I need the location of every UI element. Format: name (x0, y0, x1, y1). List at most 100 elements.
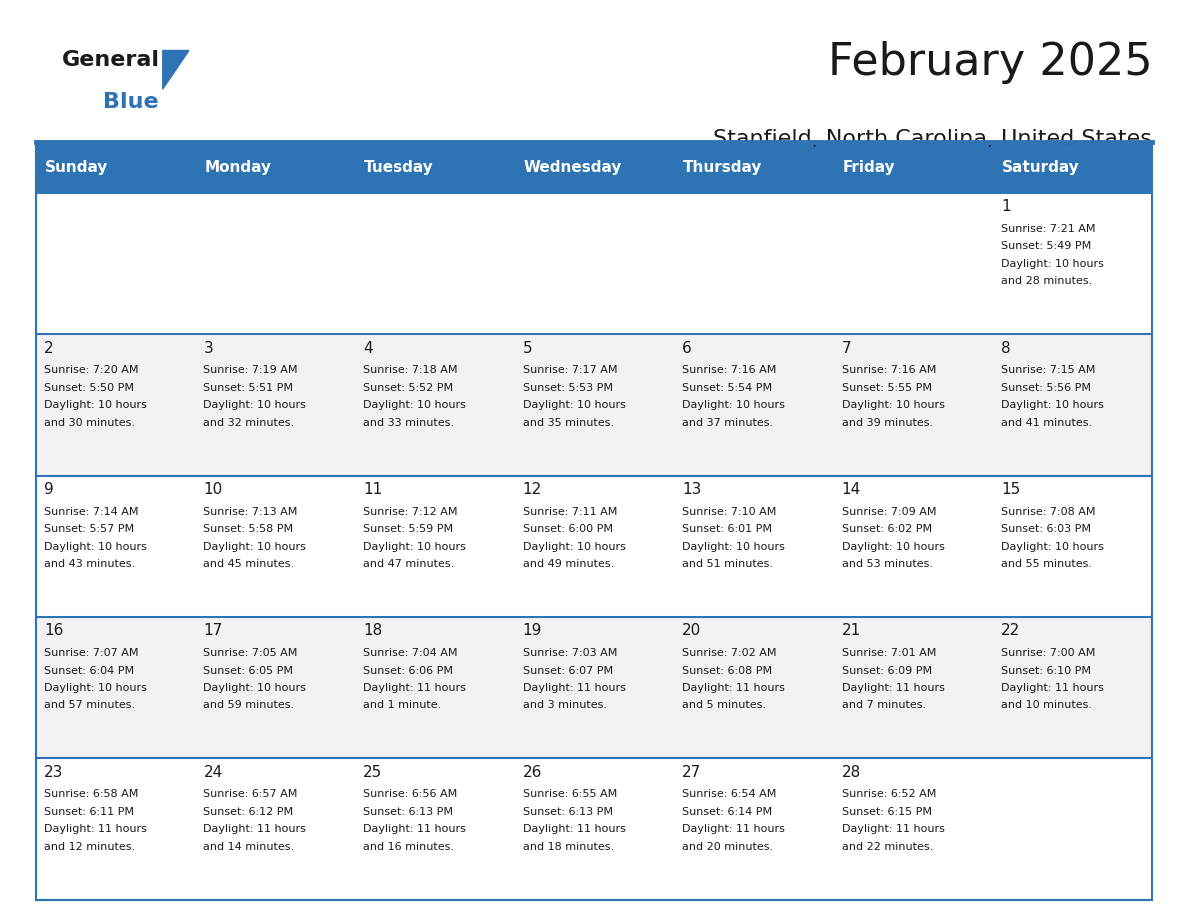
Text: Sunrise: 6:56 AM: Sunrise: 6:56 AM (364, 789, 457, 800)
Text: and 16 minutes.: and 16 minutes. (364, 842, 454, 852)
Text: and 3 minutes.: and 3 minutes. (523, 700, 607, 711)
Text: Sunrise: 7:00 AM: Sunrise: 7:00 AM (1001, 648, 1095, 658)
Bar (833, 617, 993, 758)
Text: Sunset: 5:51 PM: Sunset: 5:51 PM (203, 383, 293, 393)
Bar (833, 193, 993, 334)
Text: Daylight: 11 hours: Daylight: 11 hours (44, 824, 147, 834)
Text: Tuesday: Tuesday (365, 160, 434, 175)
Text: Stanfield, North Carolina, United States: Stanfield, North Carolina, United States (714, 129, 1152, 149)
Text: Sunset: 6:08 PM: Sunset: 6:08 PM (682, 666, 772, 676)
Text: and 1 minute.: and 1 minute. (364, 700, 441, 711)
Text: February 2025: February 2025 (828, 41, 1152, 84)
Bar (993, 193, 1152, 334)
Text: Sunset: 5:59 PM: Sunset: 5:59 PM (364, 524, 453, 534)
Text: and 55 minutes.: and 55 minutes. (1001, 559, 1092, 569)
Text: 8: 8 (1001, 341, 1011, 355)
Text: 19: 19 (523, 623, 542, 638)
Text: Sunday: Sunday (45, 160, 108, 175)
Text: Daylight: 10 hours: Daylight: 10 hours (44, 683, 147, 693)
Text: Sunset: 6:10 PM: Sunset: 6:10 PM (1001, 666, 1091, 676)
Text: Sunset: 5:58 PM: Sunset: 5:58 PM (203, 524, 293, 534)
Text: 11: 11 (364, 482, 383, 497)
Bar (355, 758, 514, 900)
Text: Sunrise: 7:07 AM: Sunrise: 7:07 AM (44, 648, 139, 658)
Text: 27: 27 (682, 765, 701, 779)
Bar (833, 476, 993, 617)
Text: Daylight: 11 hours: Daylight: 11 hours (523, 683, 625, 693)
Text: Sunset: 6:00 PM: Sunset: 6:00 PM (523, 524, 613, 534)
Text: Daylight: 10 hours: Daylight: 10 hours (364, 542, 466, 552)
Bar (993, 476, 1152, 617)
Text: 13: 13 (682, 482, 701, 497)
Text: Friday: Friday (842, 160, 896, 175)
Text: and 20 minutes.: and 20 minutes. (682, 842, 773, 852)
Bar (355, 193, 514, 334)
Bar (355, 617, 514, 758)
Text: 21: 21 (841, 623, 861, 638)
Text: Sunrise: 7:20 AM: Sunrise: 7:20 AM (44, 365, 139, 375)
Text: Sunrise: 7:16 AM: Sunrise: 7:16 AM (841, 365, 936, 375)
Text: 7: 7 (841, 341, 852, 355)
Text: and 47 minutes.: and 47 minutes. (364, 559, 454, 569)
Text: Sunset: 5:53 PM: Sunset: 5:53 PM (523, 383, 613, 393)
Text: Sunrise: 7:13 AM: Sunrise: 7:13 AM (203, 507, 298, 517)
Text: Sunrise: 7:15 AM: Sunrise: 7:15 AM (1001, 365, 1095, 375)
Text: Sunrise: 7:14 AM: Sunrise: 7:14 AM (44, 507, 139, 517)
Bar (195, 617, 355, 758)
Text: 24: 24 (203, 765, 222, 779)
Text: Sunrise: 7:05 AM: Sunrise: 7:05 AM (203, 648, 298, 658)
Text: Sunrise: 6:58 AM: Sunrise: 6:58 AM (44, 789, 138, 800)
Bar (993, 334, 1152, 476)
Text: Sunset: 6:09 PM: Sunset: 6:09 PM (841, 666, 931, 676)
Bar (514, 476, 674, 617)
Text: Daylight: 10 hours: Daylight: 10 hours (364, 400, 466, 410)
Text: and 32 minutes.: and 32 minutes. (203, 418, 295, 428)
Text: Sunset: 6:05 PM: Sunset: 6:05 PM (203, 666, 293, 676)
Text: Sunrise: 7:19 AM: Sunrise: 7:19 AM (203, 365, 298, 375)
Text: and 12 minutes.: and 12 minutes. (44, 842, 135, 852)
Bar (36, 334, 195, 476)
Text: Sunrise: 7:10 AM: Sunrise: 7:10 AM (682, 507, 777, 517)
Text: Sunset: 6:12 PM: Sunset: 6:12 PM (203, 807, 293, 817)
Bar (195, 193, 355, 334)
Text: Sunrise: 6:54 AM: Sunrise: 6:54 AM (682, 789, 777, 800)
Text: 22: 22 (1001, 623, 1020, 638)
Bar (195, 476, 355, 617)
Text: 2: 2 (44, 341, 53, 355)
Text: and 5 minutes.: and 5 minutes. (682, 700, 766, 711)
Text: 10: 10 (203, 482, 222, 497)
Text: Wednesday: Wednesday (524, 160, 623, 175)
Bar (195, 758, 355, 900)
Text: and 41 minutes.: and 41 minutes. (1001, 418, 1092, 428)
Text: Sunset: 6:14 PM: Sunset: 6:14 PM (682, 807, 772, 817)
Bar (993, 617, 1152, 758)
Text: Daylight: 10 hours: Daylight: 10 hours (1001, 400, 1104, 410)
Bar (833, 334, 993, 476)
Text: and 14 minutes.: and 14 minutes. (203, 842, 295, 852)
Text: Daylight: 11 hours: Daylight: 11 hours (682, 824, 785, 834)
Text: Sunrise: 7:21 AM: Sunrise: 7:21 AM (1001, 224, 1095, 234)
Text: and 28 minutes.: and 28 minutes. (1001, 276, 1093, 286)
Text: Sunrise: 6:52 AM: Sunrise: 6:52 AM (841, 789, 936, 800)
Text: Daylight: 10 hours: Daylight: 10 hours (841, 400, 944, 410)
Text: Daylight: 10 hours: Daylight: 10 hours (1001, 542, 1104, 552)
Text: 15: 15 (1001, 482, 1020, 497)
Polygon shape (163, 50, 189, 89)
Text: Daylight: 10 hours: Daylight: 10 hours (841, 542, 944, 552)
Text: Daylight: 10 hours: Daylight: 10 hours (682, 400, 785, 410)
Text: and 33 minutes.: and 33 minutes. (364, 418, 454, 428)
Text: Sunset: 5:56 PM: Sunset: 5:56 PM (1001, 383, 1091, 393)
Bar (674, 758, 833, 900)
Text: 5: 5 (523, 341, 532, 355)
Text: Sunset: 6:06 PM: Sunset: 6:06 PM (364, 666, 453, 676)
Text: and 51 minutes.: and 51 minutes. (682, 559, 773, 569)
Bar (195, 334, 355, 476)
Bar (36, 142, 1152, 900)
Text: and 10 minutes.: and 10 minutes. (1001, 700, 1092, 711)
Text: General: General (62, 50, 159, 71)
Text: 20: 20 (682, 623, 701, 638)
Text: Sunset: 6:13 PM: Sunset: 6:13 PM (523, 807, 613, 817)
Text: Sunrise: 7:18 AM: Sunrise: 7:18 AM (364, 365, 457, 375)
Text: and 7 minutes.: and 7 minutes. (841, 700, 925, 711)
Text: and 18 minutes.: and 18 minutes. (523, 842, 614, 852)
